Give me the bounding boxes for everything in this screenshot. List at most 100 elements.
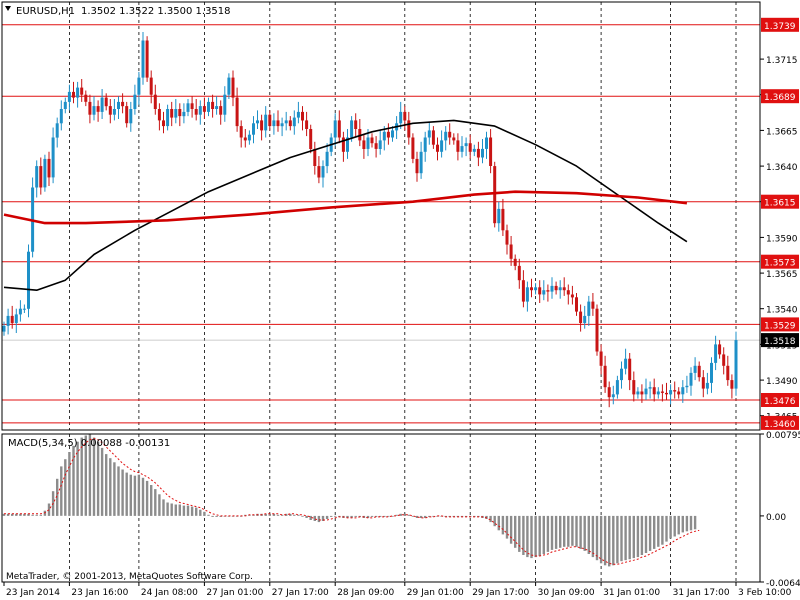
macd-bar xyxy=(354,515,357,517)
candle-body xyxy=(485,137,488,149)
time-tick-label: 23 Jan 16:00 xyxy=(71,588,128,598)
candle-body xyxy=(108,106,112,115)
macd-bar xyxy=(47,503,51,516)
candle-body xyxy=(133,94,137,109)
candle-body xyxy=(137,77,141,95)
candle-body xyxy=(276,120,280,127)
macd-bar xyxy=(612,515,615,566)
macd-bar xyxy=(178,504,181,516)
macd-bar xyxy=(640,515,644,555)
macd-bar xyxy=(677,515,680,535)
macd-bar xyxy=(575,515,578,547)
candle-body xyxy=(648,387,652,389)
candle-body xyxy=(174,109,178,118)
candle-body xyxy=(325,151,329,167)
candle-body xyxy=(211,101,215,109)
macd-bar xyxy=(313,515,316,521)
candle-body xyxy=(178,109,182,117)
candle-body xyxy=(80,87,84,95)
macd-bar xyxy=(19,513,22,516)
current-price-label: 1.3518 xyxy=(764,337,796,347)
candle-body xyxy=(301,111,304,121)
candle-body xyxy=(96,106,100,112)
candle-body xyxy=(587,301,591,316)
candle-body xyxy=(481,148,484,158)
macd-bar xyxy=(64,459,67,516)
candle-body xyxy=(6,315,10,326)
macd-bar xyxy=(673,515,676,537)
macd-bar xyxy=(603,515,607,566)
macd-bar xyxy=(685,515,689,532)
level-label: 1.3476 xyxy=(764,397,796,407)
macd-bar xyxy=(211,515,214,517)
time-tick-label: 30 Jan 09:00 xyxy=(538,588,595,598)
level-label-box xyxy=(761,393,799,407)
macd-bar xyxy=(411,515,415,517)
macd-bar xyxy=(693,515,697,530)
macd-bar xyxy=(501,515,505,535)
chart-menu-triangle-icon[interactable] xyxy=(5,6,11,11)
candle-body xyxy=(464,143,468,147)
macd-bar xyxy=(125,472,128,516)
candle-body xyxy=(296,111,300,118)
candle-body xyxy=(382,131,386,141)
time-tick-label: 27 Jan 01:00 xyxy=(206,588,263,598)
candle-body xyxy=(640,391,644,395)
candle-body xyxy=(374,143,378,149)
candle-body xyxy=(497,208,501,224)
price-pane[interactable]: EURUSD,H1 1.3502 1.3522 1.3500 1.3518 xyxy=(1,1,761,431)
candle-body xyxy=(162,120,165,127)
level-label-box xyxy=(761,317,799,332)
candle-body xyxy=(456,140,460,152)
candle-body xyxy=(689,372,693,386)
macd-bar xyxy=(158,494,161,516)
level-label-box xyxy=(761,17,799,32)
candle-body xyxy=(341,137,345,152)
candle-body xyxy=(452,137,456,141)
level-label-box xyxy=(761,254,799,269)
macd-bar xyxy=(317,515,321,523)
candle-body xyxy=(76,87,80,98)
candle-body xyxy=(468,143,472,152)
macd-bar xyxy=(530,515,533,559)
candle-body xyxy=(264,114,268,131)
macd-bar xyxy=(624,515,627,561)
macd-bar xyxy=(154,489,157,516)
candle-body xyxy=(705,382,709,389)
candle-body xyxy=(697,365,701,378)
macd-bar xyxy=(321,515,325,521)
candle-body xyxy=(190,103,194,109)
candle-body xyxy=(247,134,251,141)
macd-bar xyxy=(96,441,100,516)
macd-bar xyxy=(141,477,145,516)
candle-body xyxy=(525,287,529,302)
macd-bar xyxy=(350,515,353,518)
candle-body xyxy=(219,106,223,115)
candle-body xyxy=(170,109,174,118)
candle-body xyxy=(321,166,325,178)
candle-body xyxy=(669,390,673,395)
macd-bar xyxy=(137,474,141,516)
candle-body xyxy=(701,377,705,389)
macd-bar xyxy=(166,502,169,516)
ma-fast-line xyxy=(3,119,688,292)
macd-bar xyxy=(276,514,280,516)
macd-bar xyxy=(289,513,292,516)
macd-pane[interactable]: MACD(5,34,5) 0.00088 -0.00131 MetaTrader… xyxy=(1,433,761,583)
candle-body xyxy=(730,380,734,389)
macd-bar xyxy=(554,515,558,549)
macd-bar xyxy=(346,515,349,518)
candle-body xyxy=(415,158,419,174)
candle-body xyxy=(673,390,677,392)
time-tick-label: 27 Jan 17:00 xyxy=(272,588,329,598)
macd-bar xyxy=(424,515,427,518)
candle-body xyxy=(521,280,525,302)
candle-body xyxy=(665,392,668,395)
macd-bar xyxy=(301,515,304,517)
candle-body xyxy=(198,106,202,115)
price-tick-label: 1.3715 xyxy=(766,56,798,66)
candle-body xyxy=(100,97,104,112)
candle-body xyxy=(493,166,497,224)
